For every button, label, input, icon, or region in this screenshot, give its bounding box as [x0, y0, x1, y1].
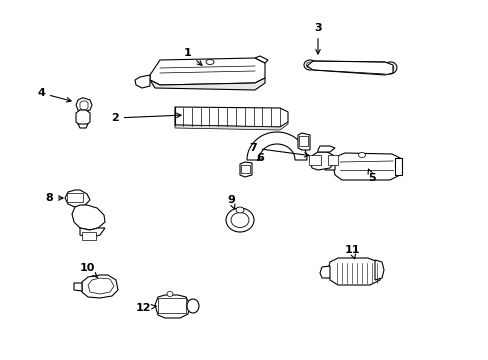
Polygon shape: [150, 78, 264, 90]
Polygon shape: [155, 295, 190, 318]
Bar: [158, 298, 185, 313]
Ellipse shape: [167, 292, 173, 297]
Text: 7: 7: [248, 143, 308, 157]
Ellipse shape: [385, 64, 393, 72]
Polygon shape: [246, 132, 306, 160]
Ellipse shape: [304, 60, 315, 70]
Text: 3: 3: [314, 23, 321, 54]
Text: 6: 6: [256, 153, 264, 163]
Polygon shape: [319, 266, 329, 278]
Text: 10: 10: [79, 263, 98, 278]
Polygon shape: [76, 110, 90, 125]
Polygon shape: [175, 122, 287, 130]
Text: 1: 1: [184, 48, 202, 65]
Polygon shape: [297, 133, 309, 150]
Polygon shape: [306, 61, 392, 75]
Polygon shape: [254, 56, 267, 63]
Text: 11: 11: [344, 245, 359, 259]
Ellipse shape: [205, 59, 214, 64]
Bar: [67, 193, 83, 202]
Text: 4: 4: [37, 88, 71, 102]
Polygon shape: [65, 190, 90, 207]
Ellipse shape: [186, 299, 199, 313]
Polygon shape: [394, 158, 401, 175]
Bar: [298, 136, 307, 146]
Text: 9: 9: [226, 195, 234, 209]
Ellipse shape: [382, 62, 396, 74]
Text: 12: 12: [135, 303, 156, 313]
Polygon shape: [374, 260, 383, 280]
Polygon shape: [88, 278, 114, 294]
Bar: [241, 165, 249, 173]
Text: 5: 5: [367, 169, 375, 183]
Bar: [308, 155, 320, 165]
Polygon shape: [332, 153, 401, 180]
Ellipse shape: [306, 62, 313, 68]
Polygon shape: [317, 146, 334, 152]
Text: 2: 2: [111, 113, 181, 123]
Text: 8: 8: [45, 193, 63, 203]
Bar: [82, 232, 96, 240]
Polygon shape: [80, 228, 105, 238]
Polygon shape: [78, 124, 88, 128]
Bar: [327, 155, 337, 165]
Polygon shape: [240, 162, 251, 177]
Ellipse shape: [358, 153, 365, 158]
Ellipse shape: [230, 212, 248, 228]
Polygon shape: [72, 205, 105, 230]
Polygon shape: [82, 275, 118, 298]
Polygon shape: [309, 152, 334, 170]
Polygon shape: [76, 98, 92, 112]
Polygon shape: [327, 258, 381, 285]
Polygon shape: [135, 75, 150, 88]
Polygon shape: [325, 162, 334, 170]
Polygon shape: [175, 107, 287, 127]
Polygon shape: [150, 58, 264, 85]
Ellipse shape: [225, 208, 253, 232]
Ellipse shape: [236, 207, 244, 213]
Polygon shape: [80, 101, 88, 110]
Polygon shape: [74, 283, 82, 291]
